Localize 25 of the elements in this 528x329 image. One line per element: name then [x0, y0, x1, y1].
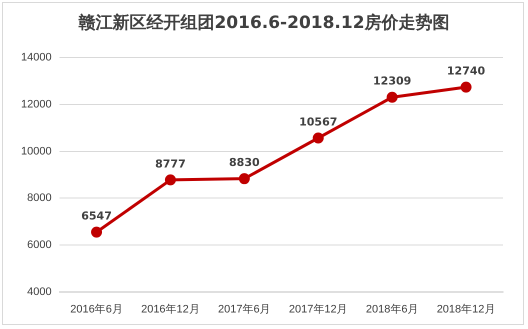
y-tick-label: 14000	[20, 52, 52, 64]
x-tick-label: 2018年6月	[366, 303, 418, 316]
data-label: 10567	[299, 115, 338, 128]
x-tick-label: 2016年12月	[141, 303, 200, 316]
data-label: 8830	[229, 156, 260, 170]
point	[91, 226, 102, 238]
data-label: 6547	[81, 210, 112, 223]
x-tick-label: 2016年6月	[70, 303, 123, 316]
point	[312, 132, 324, 144]
point	[460, 82, 472, 93]
y-tick-label: 12000	[20, 98, 52, 110]
y-tick-label: 10000	[20, 145, 52, 158]
x-tick-label: 2018年12月	[436, 303, 496, 316]
x-tick-label: 2017年12月	[288, 303, 348, 316]
y-tick-label: 8000	[27, 192, 52, 204]
point	[164, 174, 176, 186]
y-tick-label: 6000	[27, 238, 52, 251]
data-label: 12740	[446, 64, 486, 78]
y-tick-label: 4000	[27, 286, 52, 298]
data-label: 8777	[155, 157, 186, 170]
chart-title: 赣江新区经开组团2016.6-2018.12房价走势图	[77, 12, 451, 34]
point	[386, 92, 398, 103]
data-label: 12309	[373, 74, 412, 88]
x-tick-label: 2017年6月	[218, 303, 271, 316]
point	[238, 173, 250, 184]
